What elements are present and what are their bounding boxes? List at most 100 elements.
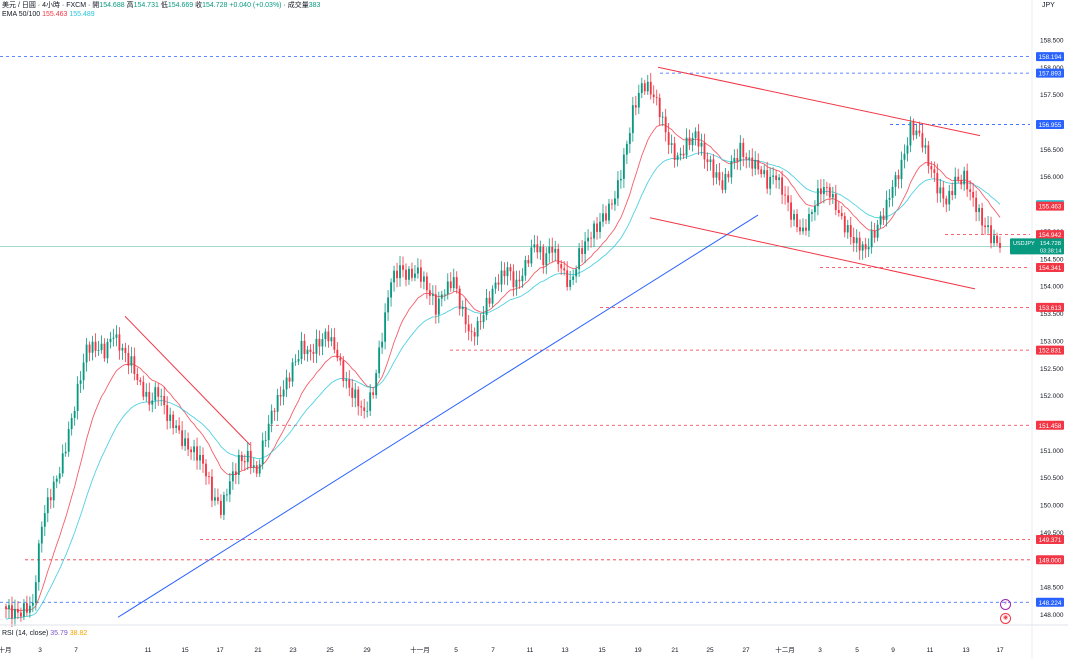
legend-symbol-row[interactable]: 美元 / 日圓 · 4小時 · FXCM · 開154.688 高154.731… [2, 2, 321, 9]
candle-body [575, 269, 578, 277]
lightning-icon[interactable]: ⚡ [1000, 599, 1011, 610]
candle-body [333, 337, 336, 350]
candle-body [763, 170, 766, 175]
ema-badge-bg [1036, 201, 1064, 211]
candle-body [148, 391, 151, 405]
candle-body [306, 349, 309, 355]
time-tick: 11 [927, 647, 934, 654]
candle-body [154, 387, 157, 401]
price-tick: 148.000 [1040, 612, 1064, 619]
open-value: 154.688 [99, 2, 125, 9]
time-tick: 11 [527, 647, 534, 654]
candle-body [703, 142, 706, 160]
candle-body [366, 410, 369, 412]
candle-body [796, 213, 798, 228]
candle-body [5, 606, 7, 610]
candle-body [882, 215, 885, 221]
time-tick: 11 [145, 647, 152, 654]
candle-body [11, 605, 13, 619]
time-tick: 29 [363, 647, 371, 654]
candle-body [82, 362, 85, 381]
candle-body [157, 387, 160, 397]
time-tick: 27 [742, 647, 750, 654]
candle-body [17, 608, 19, 613]
candle-body [425, 276, 428, 291]
candle-body [599, 221, 601, 232]
candle-body [966, 170, 969, 190]
level-badge: 154.942 [1039, 232, 1062, 239]
candle-body [518, 279, 521, 282]
rsi-label: RSI (14, close) [2, 630, 49, 637]
candle-body [631, 105, 634, 134]
candle-body [990, 225, 992, 244]
channel-upper-line [657, 66, 981, 137]
candle-body [324, 331, 327, 340]
candle-body [843, 216, 846, 233]
candle-body [52, 481, 55, 501]
candle-body [972, 191, 975, 198]
level-badge-bg [1036, 230, 1064, 240]
low-label: 低 [160, 2, 168, 9]
candle-body [808, 213, 810, 231]
candle-body [757, 160, 760, 170]
candle-body [963, 170, 966, 185]
candle-body [67, 429, 70, 452]
candle-body [97, 350, 100, 351]
level-badge-bg [1036, 345, 1064, 355]
alert-icon[interactable]: ◉ [1000, 613, 1011, 624]
candle-body [64, 451, 67, 454]
candle-body [455, 277, 458, 289]
candle-body [360, 406, 363, 408]
candle-body [139, 380, 142, 382]
candle-body [867, 247, 870, 250]
candle-body [264, 440, 267, 441]
time-tick: 5 [454, 647, 458, 654]
channel-lower-line [649, 217, 976, 290]
candle-body [694, 131, 697, 138]
candle-body [446, 281, 449, 295]
candle-body [145, 391, 148, 397]
candle-body [811, 212, 813, 214]
candle-body [572, 276, 575, 280]
candle-body [151, 400, 154, 405]
low-value: 154.669 [167, 2, 194, 9]
candle-body [318, 338, 321, 347]
volume-value: 383 [308, 2, 321, 9]
candle-body [754, 160, 757, 169]
candle-body [482, 315, 485, 323]
candle-body [760, 169, 763, 175]
ema-label: EMA 50/100 [2, 11, 41, 18]
legend-rsi-row[interactable]: RSI (14, close) 35.79 38.82 [2, 629, 87, 638]
candle-body [685, 137, 688, 156]
candle-body [91, 341, 94, 353]
candle-body [721, 180, 724, 190]
candle-body [834, 193, 837, 211]
candle-body [411, 268, 413, 278]
candle-body [282, 389, 285, 397]
candle-body [357, 389, 360, 407]
candle-body [781, 177, 784, 195]
candle-body [527, 259, 530, 264]
time-tick: 9 [891, 647, 895, 654]
high-value: 154.731 [133, 2, 159, 9]
candle-body [909, 122, 912, 146]
candle-body [918, 130, 921, 134]
legend-ema-row[interactable]: EMA 50/100 155.463 155.489 [2, 10, 95, 19]
candle-body [676, 155, 679, 160]
candle-body [891, 186, 894, 198]
high-label: 高 [126, 2, 134, 9]
level-badge: 156.955 [1039, 122, 1062, 129]
candle-body [751, 157, 754, 169]
candle-body [894, 175, 897, 187]
candle-body [112, 337, 115, 339]
candle-body [733, 157, 736, 162]
candle-body [473, 332, 476, 337]
candle-body [524, 259, 527, 276]
candle-body [381, 341, 384, 348]
candle-body [509, 267, 512, 272]
ema50-value: 155.463 [42, 11, 68, 18]
candle-body [557, 248, 560, 265]
candle-body [375, 373, 378, 396]
candle-body [879, 215, 882, 225]
